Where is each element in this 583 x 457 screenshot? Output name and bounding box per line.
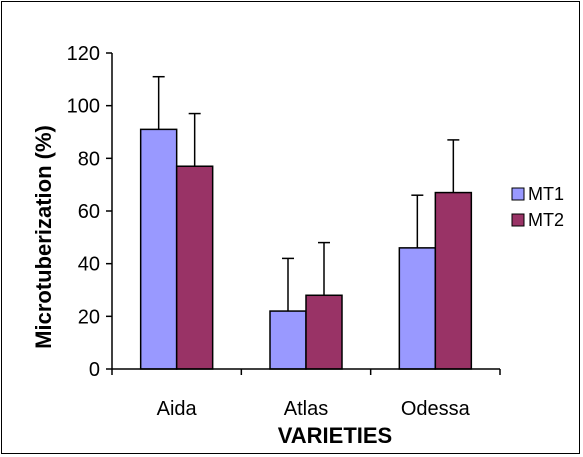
bar-mt1-atlas (269, 310, 307, 370)
legend-swatch-mt1 (511, 187, 525, 201)
y-tick-label-80: 80 (78, 148, 100, 170)
y-tick-label-100: 100 (67, 96, 100, 118)
x-axis-title: VARIETIES (278, 423, 393, 448)
legend-label-mt1: MT1 (528, 184, 564, 204)
legend-label-mt2: MT2 (528, 210, 564, 230)
y-axis-title: Microtuberization (%) (31, 125, 56, 349)
y-tick-label-40: 40 (78, 254, 100, 276)
y-tick-label-120: 120 (67, 43, 100, 65)
x-tick-label-aida: Aida (157, 398, 198, 420)
x-tick-label-atlas: Atlas (284, 398, 328, 420)
bar-mt2-atlas (305, 294, 343, 370)
bar-mt1-aida (139, 128, 178, 370)
x-tick-label-odessa: Odessa (401, 398, 471, 420)
y-tick-label-20: 20 (78, 306, 100, 328)
legend-swatch-mt2 (511, 213, 525, 227)
bar-mt1-odessa (398, 247, 437, 370)
bar-mt2-aida (175, 165, 214, 370)
bar-mt2-odessa (434, 191, 473, 370)
y-tick-label-60: 60 (78, 201, 100, 223)
y-tick-label-0: 0 (89, 359, 100, 381)
